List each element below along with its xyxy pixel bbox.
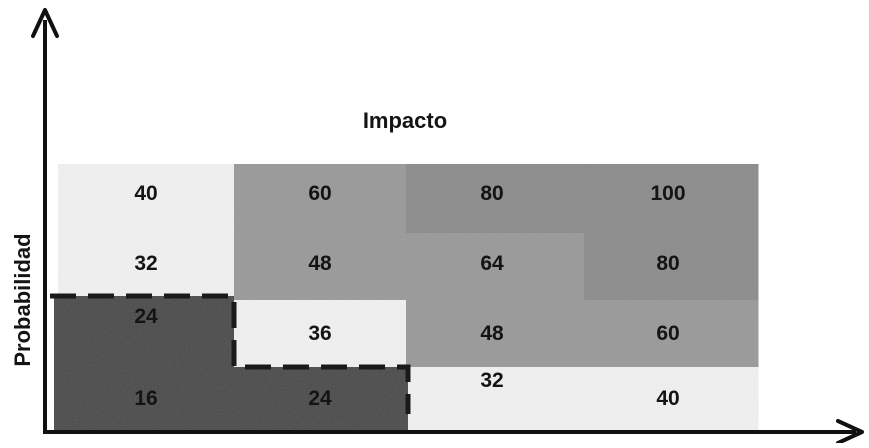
cell-value-labels: 40 60 80 100 32 48 64 80 24 36 48 60 16 24 32 40 (134, 182, 685, 410)
matrix-cell-r1-c2 (234, 164, 407, 234)
y-axis (31, 8, 59, 432)
cell-value-r4-c3: 32 (480, 369, 503, 392)
cell-value-r4-c1: 16 (134, 387, 157, 410)
x-axis (43, 419, 864, 445)
matrix-cell-r1-c4 (584, 164, 759, 234)
matrix-cell-r2-c1 (58, 233, 235, 301)
x-axis-arrowhead (836, 419, 864, 445)
matrix-cell-r1-c3 (406, 164, 585, 234)
matrix-cell-r3-c4 (584, 300, 759, 368)
matrix-cell-r2-c4 (584, 233, 759, 301)
y-axis-arrowhead (31, 8, 59, 38)
cell-value-r1-c3: 80 (480, 182, 503, 205)
cell-value-r3-c3: 48 (480, 322, 504, 345)
cell-value-r4-c4: 40 (656, 387, 679, 410)
cell-value-r2-c2: 48 (308, 252, 332, 275)
matrix-cells (54, 164, 759, 433)
y-axis-label: Probabilidad (10, 233, 35, 366)
cell-value-r1-c1: 40 (134, 182, 157, 205)
matrix-cell-r2-c3 (406, 233, 585, 301)
cell-value-r2-c1: 32 (134, 252, 157, 275)
matrix-cell-r2-c2 (234, 233, 407, 301)
cell-value-r3-c4: 60 (656, 322, 679, 345)
cell-value-r2-c3: 64 (480, 252, 504, 275)
critical-zone-area (54, 296, 408, 432)
matrix-cell-r3-c3 (406, 300, 585, 368)
matrix-cell-r4-c3 (406, 367, 585, 433)
critical-zone-dashed-border (50, 293, 411, 414)
cell-value-r3-c1: 24 (134, 305, 158, 328)
cell-value-r4-c2: 24 (308, 387, 332, 410)
cell-value-r1-c2: 60 (308, 182, 331, 205)
matrix-cell-r1-c1 (58, 164, 235, 234)
matrix-cell-r4-c4 (584, 367, 759, 433)
cell-value-r3-c2: 36 (308, 322, 331, 345)
zone-borders (50, 293, 411, 414)
chart-title: Impacto (363, 108, 447, 133)
cell-value-r2-c4: 80 (656, 252, 679, 275)
matrix-cell-r3-c2 (234, 300, 407, 368)
cell-value-r1-c4: 100 (650, 182, 685, 205)
